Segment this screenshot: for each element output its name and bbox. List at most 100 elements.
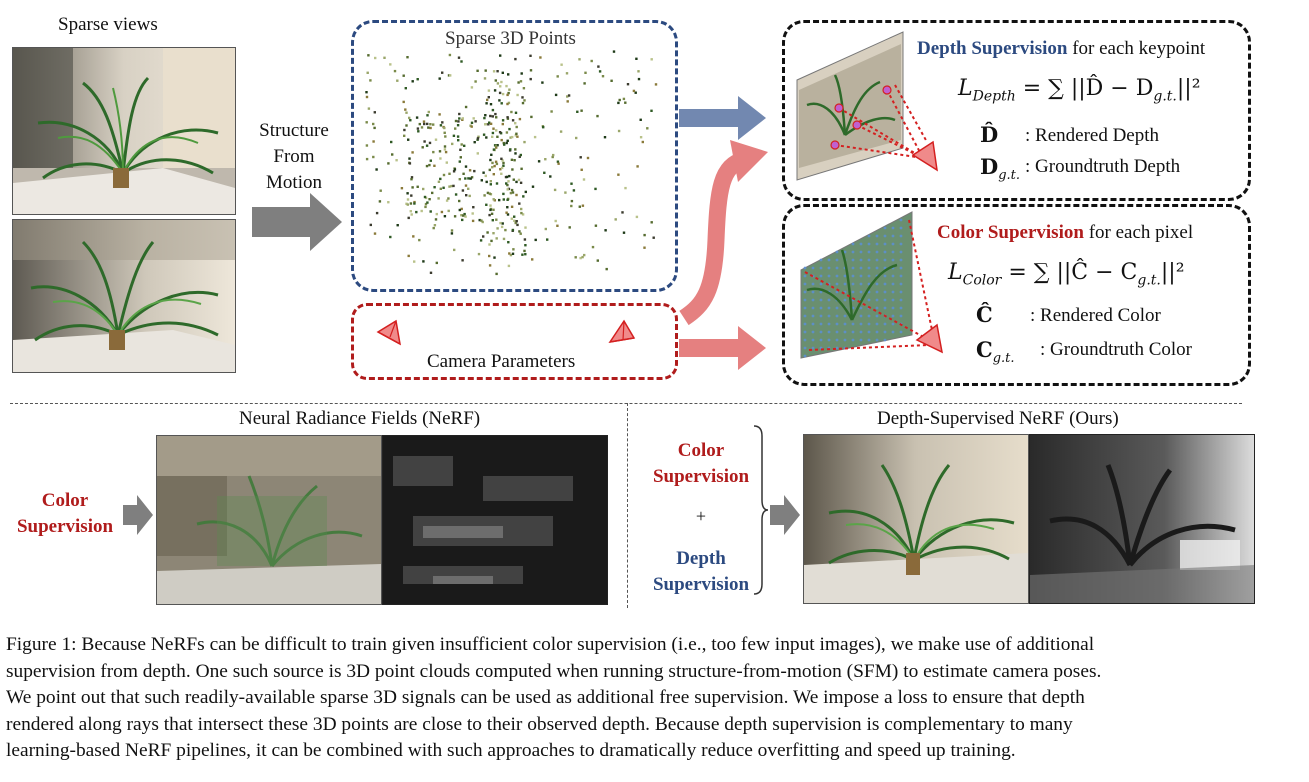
- point-cloud-dot: [373, 111, 376, 114]
- point-cloud-dot: [427, 110, 430, 114]
- point-cloud-dot: [443, 145, 447, 148]
- point-cloud-dot: [410, 194, 413, 197]
- point-cloud-dot: [470, 86, 474, 89]
- point-cloud-dot: [639, 136, 643, 139]
- point-cloud-dot: [405, 202, 408, 205]
- pixel-grid-dot: [835, 274, 839, 278]
- dsnerf-title: Depth-Supervised NeRF (Ours): [877, 408, 1119, 429]
- point-cloud-dot: [566, 95, 569, 98]
- point-cloud-dot: [499, 168, 502, 171]
- point-cloud-dot: [492, 127, 495, 130]
- point-cloud-dot: [594, 187, 597, 191]
- point-cloud-dot: [635, 215, 639, 219]
- point-cloud-dot: [496, 82, 500, 85]
- point-cloud-dot: [556, 75, 559, 78]
- point-cloud-dot: [594, 224, 598, 227]
- point-cloud-dot: [537, 160, 541, 163]
- point-cloud-dot: [452, 134, 456, 137]
- point-cloud-dot: [402, 74, 405, 77]
- point-cloud-dot: [519, 153, 522, 157]
- point-cloud-dot: [583, 253, 586, 257]
- point-cloud-dot: [522, 195, 525, 198]
- point-cloud-dot: [492, 148, 496, 151]
- point-cloud-dot: [423, 122, 426, 126]
- point-cloud-dot: [514, 57, 517, 61]
- pixel-grid-dot: [803, 290, 807, 294]
- pixel-grid-dot: [859, 266, 863, 270]
- color-sym-gt-sub: g.t.: [992, 351, 1015, 367]
- point-cloud-dot: [489, 122, 493, 125]
- point-cloud-dot: [432, 226, 435, 230]
- point-cloud-dot: [486, 98, 489, 102]
- point-cloud-dot: [495, 129, 498, 132]
- point-cloud-dot: [489, 204, 492, 207]
- point-cloud-dot: [515, 132, 518, 135]
- point-cloud-dot: [591, 245, 595, 249]
- point-cloud-dot: [495, 237, 498, 240]
- point-cloud-dot: [523, 249, 526, 253]
- point-cloud-dot: [484, 174, 487, 178]
- point-cloud-dot: [500, 166, 504, 170]
- point-cloud-dot: [508, 88, 511, 91]
- left-label-line-1: Color: [41, 490, 89, 511]
- point-cloud-dot: [639, 118, 642, 121]
- point-cloud-dot: [467, 187, 470, 190]
- pixel-grid-dot: [827, 322, 831, 326]
- pixel-grid-dot: [899, 234, 903, 238]
- point-cloud-dot: [632, 89, 636, 93]
- point-cloud-dot: [488, 213, 491, 217]
- horizontal-divider: [10, 403, 1242, 404]
- point-cloud-dot: [505, 84, 508, 88]
- pixel-grid-dot: [811, 346, 815, 350]
- point-cloud-dot: [488, 121, 491, 124]
- point-cloud-dot: [643, 233, 646, 237]
- pixel-grid-dot: [899, 306, 903, 310]
- pixel-grid-dot: [883, 274, 887, 278]
- point-cloud-dot: [514, 122, 517, 125]
- point-cloud-dot: [485, 136, 488, 139]
- pixel-grid-dot: [867, 242, 871, 246]
- point-cloud-dot: [379, 189, 382, 192]
- point-cloud-dot: [480, 179, 483, 182]
- point-cloud-dot: [514, 148, 517, 151]
- point-cloud-dot: [634, 91, 637, 94]
- pixel-grid-dot: [851, 250, 855, 254]
- pixel-grid-dot: [859, 250, 863, 254]
- point-cloud-dot: [464, 215, 467, 218]
- point-cloud-dot: [598, 70, 602, 73]
- point-cloud-dot: [440, 210, 444, 214]
- pixel-grid-dot: [851, 266, 855, 270]
- point-cloud-dot: [509, 136, 512, 139]
- point-cloud-dot: [513, 219, 516, 222]
- point-cloud-dot: [481, 220, 484, 224]
- mid-depth-line-1: Depth: [676, 548, 726, 569]
- point-cloud-dot: [544, 227, 547, 231]
- point-cloud-dot: [500, 138, 503, 142]
- point-cloud-dot: [520, 207, 523, 211]
- point-cloud-dot: [519, 181, 523, 184]
- sfm-arrow: [252, 193, 342, 251]
- pixel-grid-dot: [891, 258, 895, 262]
- pixel-grid-dot: [867, 234, 871, 238]
- point-cloud-dot: [404, 108, 407, 111]
- pixel-grid-dot: [867, 250, 871, 254]
- pixel-grid-dot: [803, 346, 807, 350]
- pixel-grid-dot: [827, 274, 831, 278]
- color-sym-gt: Cg.t.: [976, 337, 1015, 366]
- point-cloud-dot: [424, 205, 427, 209]
- point-cloud-dot: [458, 208, 461, 212]
- vertical-divider: [627, 403, 628, 608]
- point-cloud-dot: [511, 135, 514, 139]
- point-cloud-dot: [567, 94, 571, 97]
- point-cloud-dot: [423, 140, 426, 143]
- caption-line-1: Figure 1: Because NeRFs can be difficult…: [6, 634, 1095, 655]
- point-cloud-dot: [442, 173, 446, 177]
- point-cloud-dot: [596, 259, 599, 262]
- point-cloud-dot: [517, 81, 520, 84]
- point-cloud-dot: [411, 186, 414, 189]
- point-cloud-dot: [601, 75, 605, 78]
- point-cloud-dot: [462, 214, 465, 217]
- point-cloud-dot: [564, 191, 567, 194]
- point-cloud-dot: [452, 184, 455, 188]
- pixel-grid-dot: [843, 330, 847, 334]
